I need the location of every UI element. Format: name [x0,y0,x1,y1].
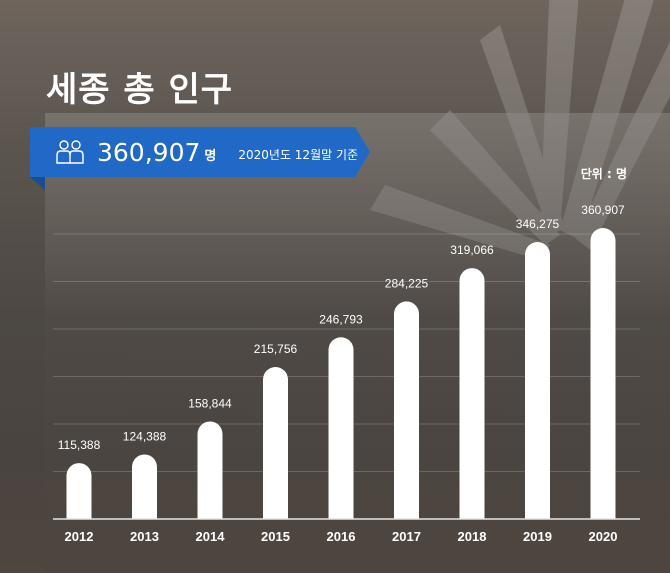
unit-label: 단위 : 명 [580,167,627,181]
data-label: 246,793 [319,312,363,326]
x-tick-label: 2019 [523,529,552,544]
x-tick-label: 2017 [392,529,421,544]
data-label: 346,275 [516,217,560,231]
data-label: 115,388 [58,438,101,452]
bar-2016 [328,337,354,519]
x-tick-label: 2018 [458,529,487,544]
total-unit: 명 [204,148,217,164]
data-label: 319,066 [450,243,494,257]
x-tick-label: 2015 [261,529,290,544]
x-tick-label: 2012 [65,529,94,544]
x-tick-label: 2014 [196,529,226,544]
bar-2019 [525,242,550,520]
bar-2014 [197,421,223,519]
bar-2012 [66,463,92,519]
data-label: 215,756 [254,342,298,356]
x-tick-label: 2013 [130,529,159,544]
data-label: 158,844 [188,396,232,410]
x-tick-label: 2016 [327,529,356,544]
data-label: 124,388 [123,429,167,443]
data-label: 360,907 [581,203,625,217]
x-tick-label: 2020 [589,529,618,544]
as-of-date: 2020년도 12월말 기준 [238,147,359,162]
total-value: 360,907 [97,137,201,167]
bar-2020 [590,228,616,519]
background-emblem [370,0,670,260]
total-summary: 360,907 명 2020년도 12월말 기준 [55,127,358,177]
page-title: 세종 총 인구 [46,70,234,110]
bar-2013 [132,454,157,519]
people-icon [56,140,84,164]
data-label: 284,225 [385,276,429,290]
total-ribbon [30,127,370,177]
bar-2017 [394,301,419,519]
bar-2018 [459,268,485,519]
bar-2015 [263,366,288,519]
